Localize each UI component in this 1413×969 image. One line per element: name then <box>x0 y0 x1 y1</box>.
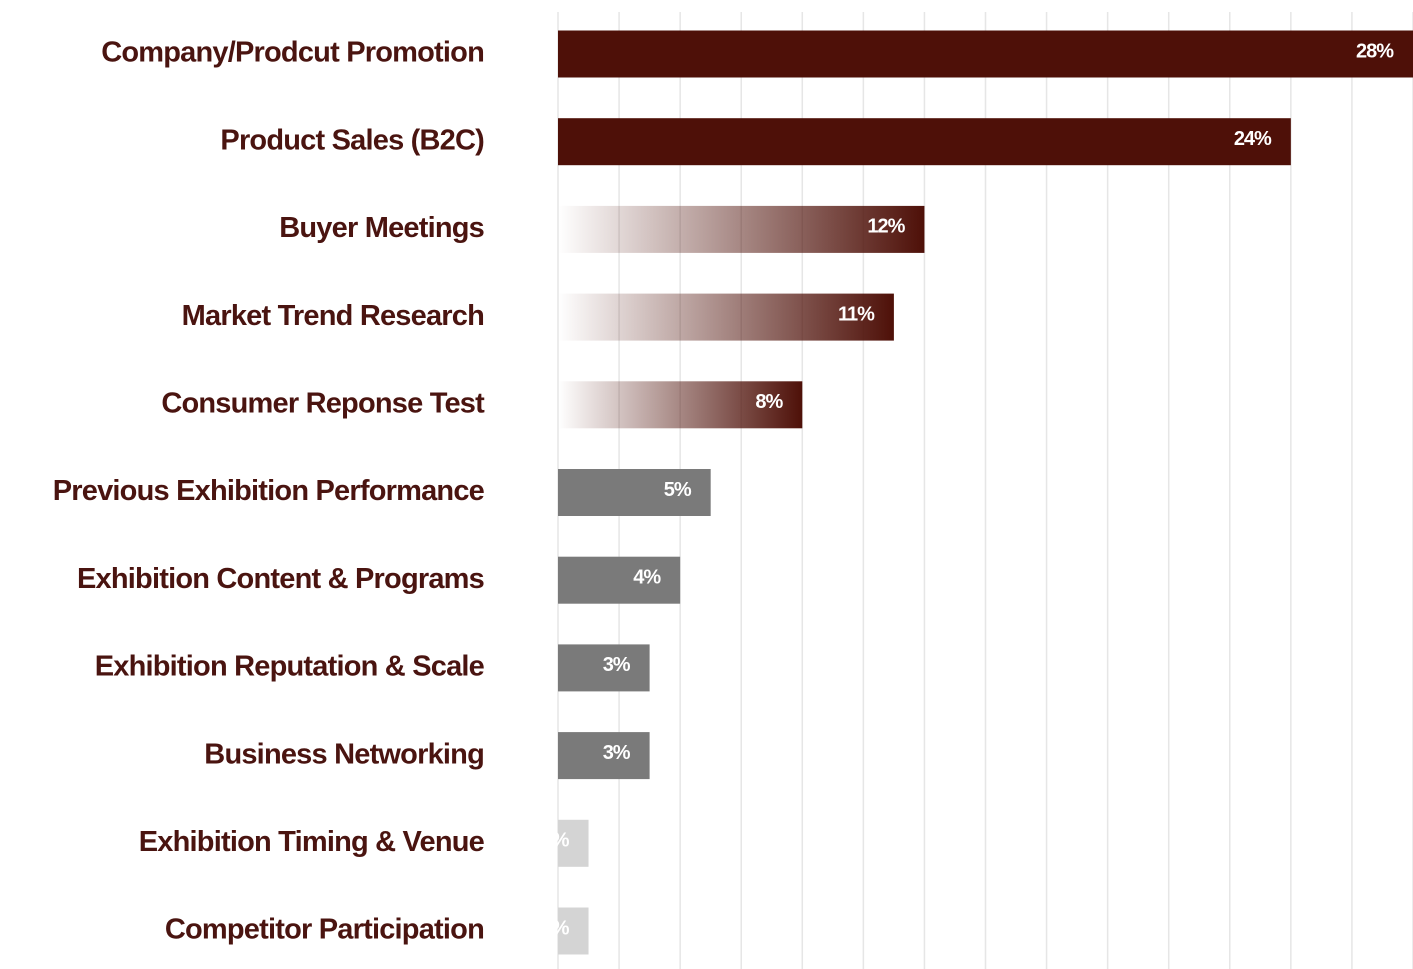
category-label: Exhibition Content & Programs <box>77 563 484 595</box>
category-label: Company/Prodcut Promotion <box>101 37 484 69</box>
category-label: Business Networking <box>204 738 484 770</box>
bar <box>558 819 589 867</box>
value-label: 1% <box>542 830 570 852</box>
category-label: Exhibition Timing & Venue <box>139 826 485 858</box>
value-label: 24% <box>1234 128 1272 150</box>
value-label: 1% <box>542 917 570 939</box>
value-label: 4% <box>633 566 661 588</box>
value-label: 5% <box>664 479 692 501</box>
bar <box>558 293 894 341</box>
value-label: 3% <box>603 654 631 676</box>
category-label: Buyer Meetings <box>279 212 484 244</box>
bar <box>558 118 1291 166</box>
bar <box>558 644 650 692</box>
value-label: 8% <box>755 391 783 413</box>
bar <box>558 381 803 429</box>
value-label: 11% <box>838 303 875 325</box>
category-label: Market Trend Research <box>182 300 484 332</box>
category-label: Exhibition Reputation & Scale <box>95 651 485 683</box>
value-label: 3% <box>603 742 631 764</box>
bar <box>558 205 925 253</box>
value-label: 12% <box>867 216 905 238</box>
bar <box>558 30 1413 78</box>
bar <box>558 907 589 955</box>
value-label: 28% <box>1356 40 1394 62</box>
bar <box>558 732 650 780</box>
category-label: Competitor Participation <box>165 914 484 946</box>
bar <box>558 556 681 604</box>
category-label: Previous Exhibition Performance <box>53 475 485 507</box>
category-label: Consumer Reponse Test <box>161 387 485 419</box>
bar <box>558 469 711 516</box>
category-label: Product Sales (B2C) <box>220 124 484 156</box>
